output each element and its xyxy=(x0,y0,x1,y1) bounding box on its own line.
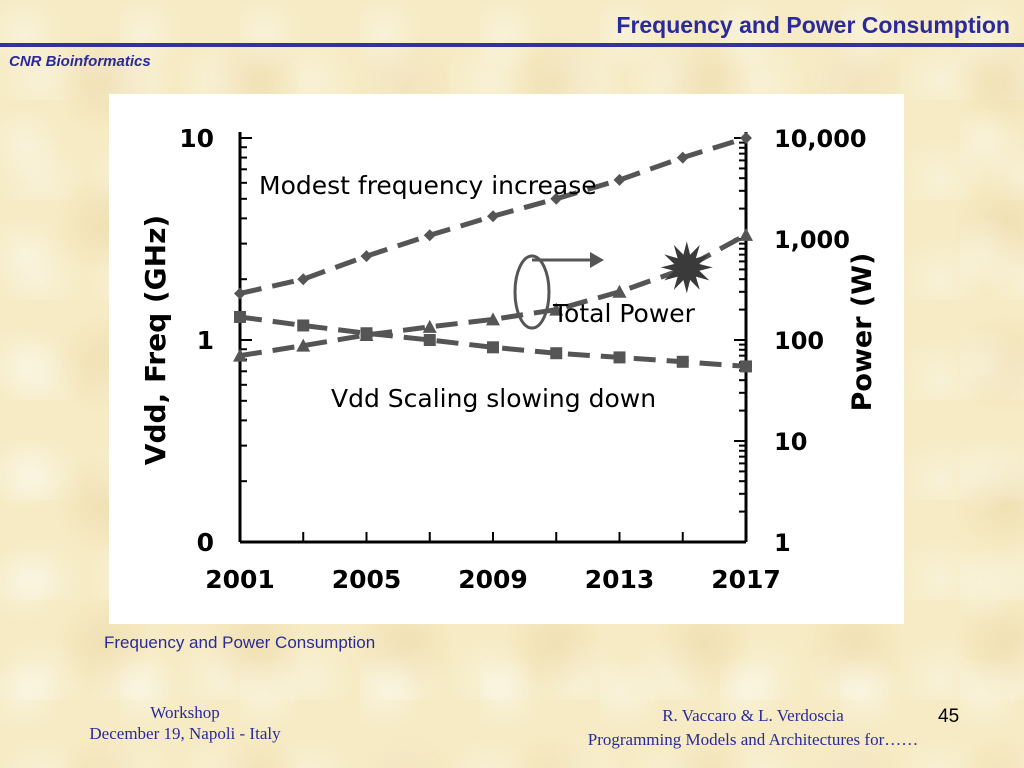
data-point xyxy=(613,351,626,364)
left-tick-label: 10 xyxy=(179,124,214,153)
data-point xyxy=(234,287,246,300)
slide-title: Frequency and Power Consumption xyxy=(616,12,1010,38)
power-spike-burst xyxy=(660,241,713,294)
x-tick-label: 2005 xyxy=(332,565,402,594)
footer-authors: R. Vaccaro & L. Verdoscia xyxy=(662,706,844,725)
data-point xyxy=(233,348,247,362)
data-point xyxy=(740,132,752,144)
series-line xyxy=(239,314,747,369)
right-tick-label: 1 xyxy=(774,529,791,557)
data-point xyxy=(423,229,436,242)
data-point xyxy=(297,319,310,332)
page-number: 45 xyxy=(938,706,960,727)
chart-panel: 10 1 0 10,000 1,000 100 10 1 2001 2005 2009 2013 201… xyxy=(109,94,904,624)
series-line xyxy=(239,232,748,359)
data-point xyxy=(612,284,627,298)
x-tick-label: 2009 xyxy=(458,565,528,594)
right-tick-label: 1,000 xyxy=(774,226,850,254)
annotation-vdd: Vdd Scaling slowing down xyxy=(331,384,656,413)
data-point xyxy=(739,227,753,241)
callout-ellipse xyxy=(513,254,551,330)
data-point xyxy=(676,151,689,164)
right-tick-label: 100 xyxy=(774,327,824,355)
x-tick-label: 2001 xyxy=(205,565,275,594)
annotation-frequency: Modest frequency increase xyxy=(259,171,597,200)
data-point xyxy=(234,310,246,323)
footer-right: R. Vaccaro & L. Verdoscia Programming Mo… xyxy=(548,704,958,752)
right-tick-label: 10,000 xyxy=(774,125,867,153)
data-point xyxy=(613,173,626,186)
x-tick-label: 2017 xyxy=(711,565,781,594)
left-axis-title: Vdd, Freq (GHz) xyxy=(139,215,172,465)
data-point xyxy=(359,328,374,342)
data-point xyxy=(422,319,437,333)
footer-left: Workshop December 19, Napoli - Italy xyxy=(60,702,310,744)
x-tick-label: 2013 xyxy=(585,565,655,594)
annotation-total-power: Total Power xyxy=(552,299,696,328)
data-point xyxy=(423,334,436,346)
right-axis-title: Power (W) xyxy=(847,253,878,412)
data-point xyxy=(740,360,752,373)
left-tick-label: 1 xyxy=(197,326,214,355)
right-tick-label: 10 xyxy=(774,428,807,456)
data-point xyxy=(487,341,499,354)
title-rule xyxy=(0,43,1024,47)
data-point xyxy=(296,338,311,352)
data-point xyxy=(550,192,563,205)
footer-date: December 19, Napoli - Italy xyxy=(89,724,281,743)
chart-caption: Frequency and Power Consumption xyxy=(104,633,376,652)
callout-arrow-head xyxy=(590,252,604,268)
data-point xyxy=(549,302,564,316)
footer-event: Workshop xyxy=(150,703,220,722)
data-point xyxy=(676,355,689,368)
data-point xyxy=(487,210,499,223)
data-point xyxy=(486,312,500,326)
footer-subtitle: Programming Models and Architectures for… xyxy=(587,730,919,749)
data-point xyxy=(550,347,563,360)
left-tick-label: 0 xyxy=(197,528,214,557)
data-point xyxy=(360,250,373,263)
org-label: CNR Bioinformatics xyxy=(9,53,151,70)
data-point xyxy=(297,273,310,286)
